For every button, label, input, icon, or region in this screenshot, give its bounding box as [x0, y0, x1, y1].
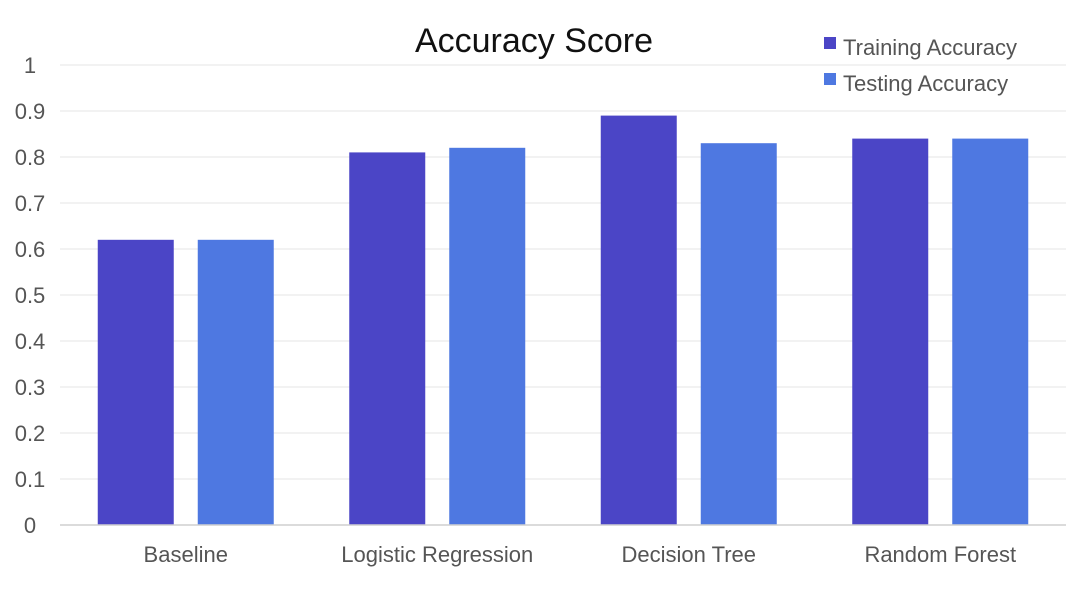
y-tick-label: 0.6 [15, 237, 46, 262]
labels: 0 0.1 0.2 0.3 0.4 0.5 0.6 0.7 0.8 0.9 1 Baseline Log… [15, 53, 1016, 567]
x-category-label: Baseline [144, 542, 228, 567]
y-tick-label: 0.7 [15, 191, 46, 216]
bar-training [97, 239, 174, 526]
bar-training [852, 138, 929, 525]
x-category-label: Logistic Regression [341, 542, 533, 567]
y-tick-label: 0.4 [15, 329, 46, 354]
y-tick-label: 0.3 [15, 375, 46, 400]
bar-training [349, 152, 426, 525]
legend-label: Training Accuracy [843, 35, 1017, 60]
bar-testing [197, 239, 274, 526]
bars [97, 115, 1029, 526]
y-tick-label: 0.8 [15, 145, 46, 170]
y-tick-label: 0.2 [15, 421, 46, 446]
legend-swatch [824, 37, 836, 49]
bar-testing [952, 138, 1029, 525]
y-tick-label: 0.5 [15, 283, 46, 308]
bar-testing [700, 143, 777, 525]
legend-label: Testing Accuracy [843, 71, 1008, 96]
y-tick-label: 0.1 [15, 467, 46, 492]
y-tick-label: 0.9 [15, 99, 46, 124]
chart-title: Accuracy Score [415, 22, 653, 60]
x-category-label: Decision Tree [621, 542, 756, 567]
bar-testing [449, 147, 526, 526]
legend: Training Accuracy Testing Accuracy [824, 35, 1017, 96]
bar-training [600, 115, 677, 525]
x-category-label: Random Forest [864, 542, 1016, 567]
y-tick-label: 1 [24, 53, 36, 78]
legend-swatch [824, 73, 836, 85]
y-tick-label: 0 [24, 513, 36, 538]
